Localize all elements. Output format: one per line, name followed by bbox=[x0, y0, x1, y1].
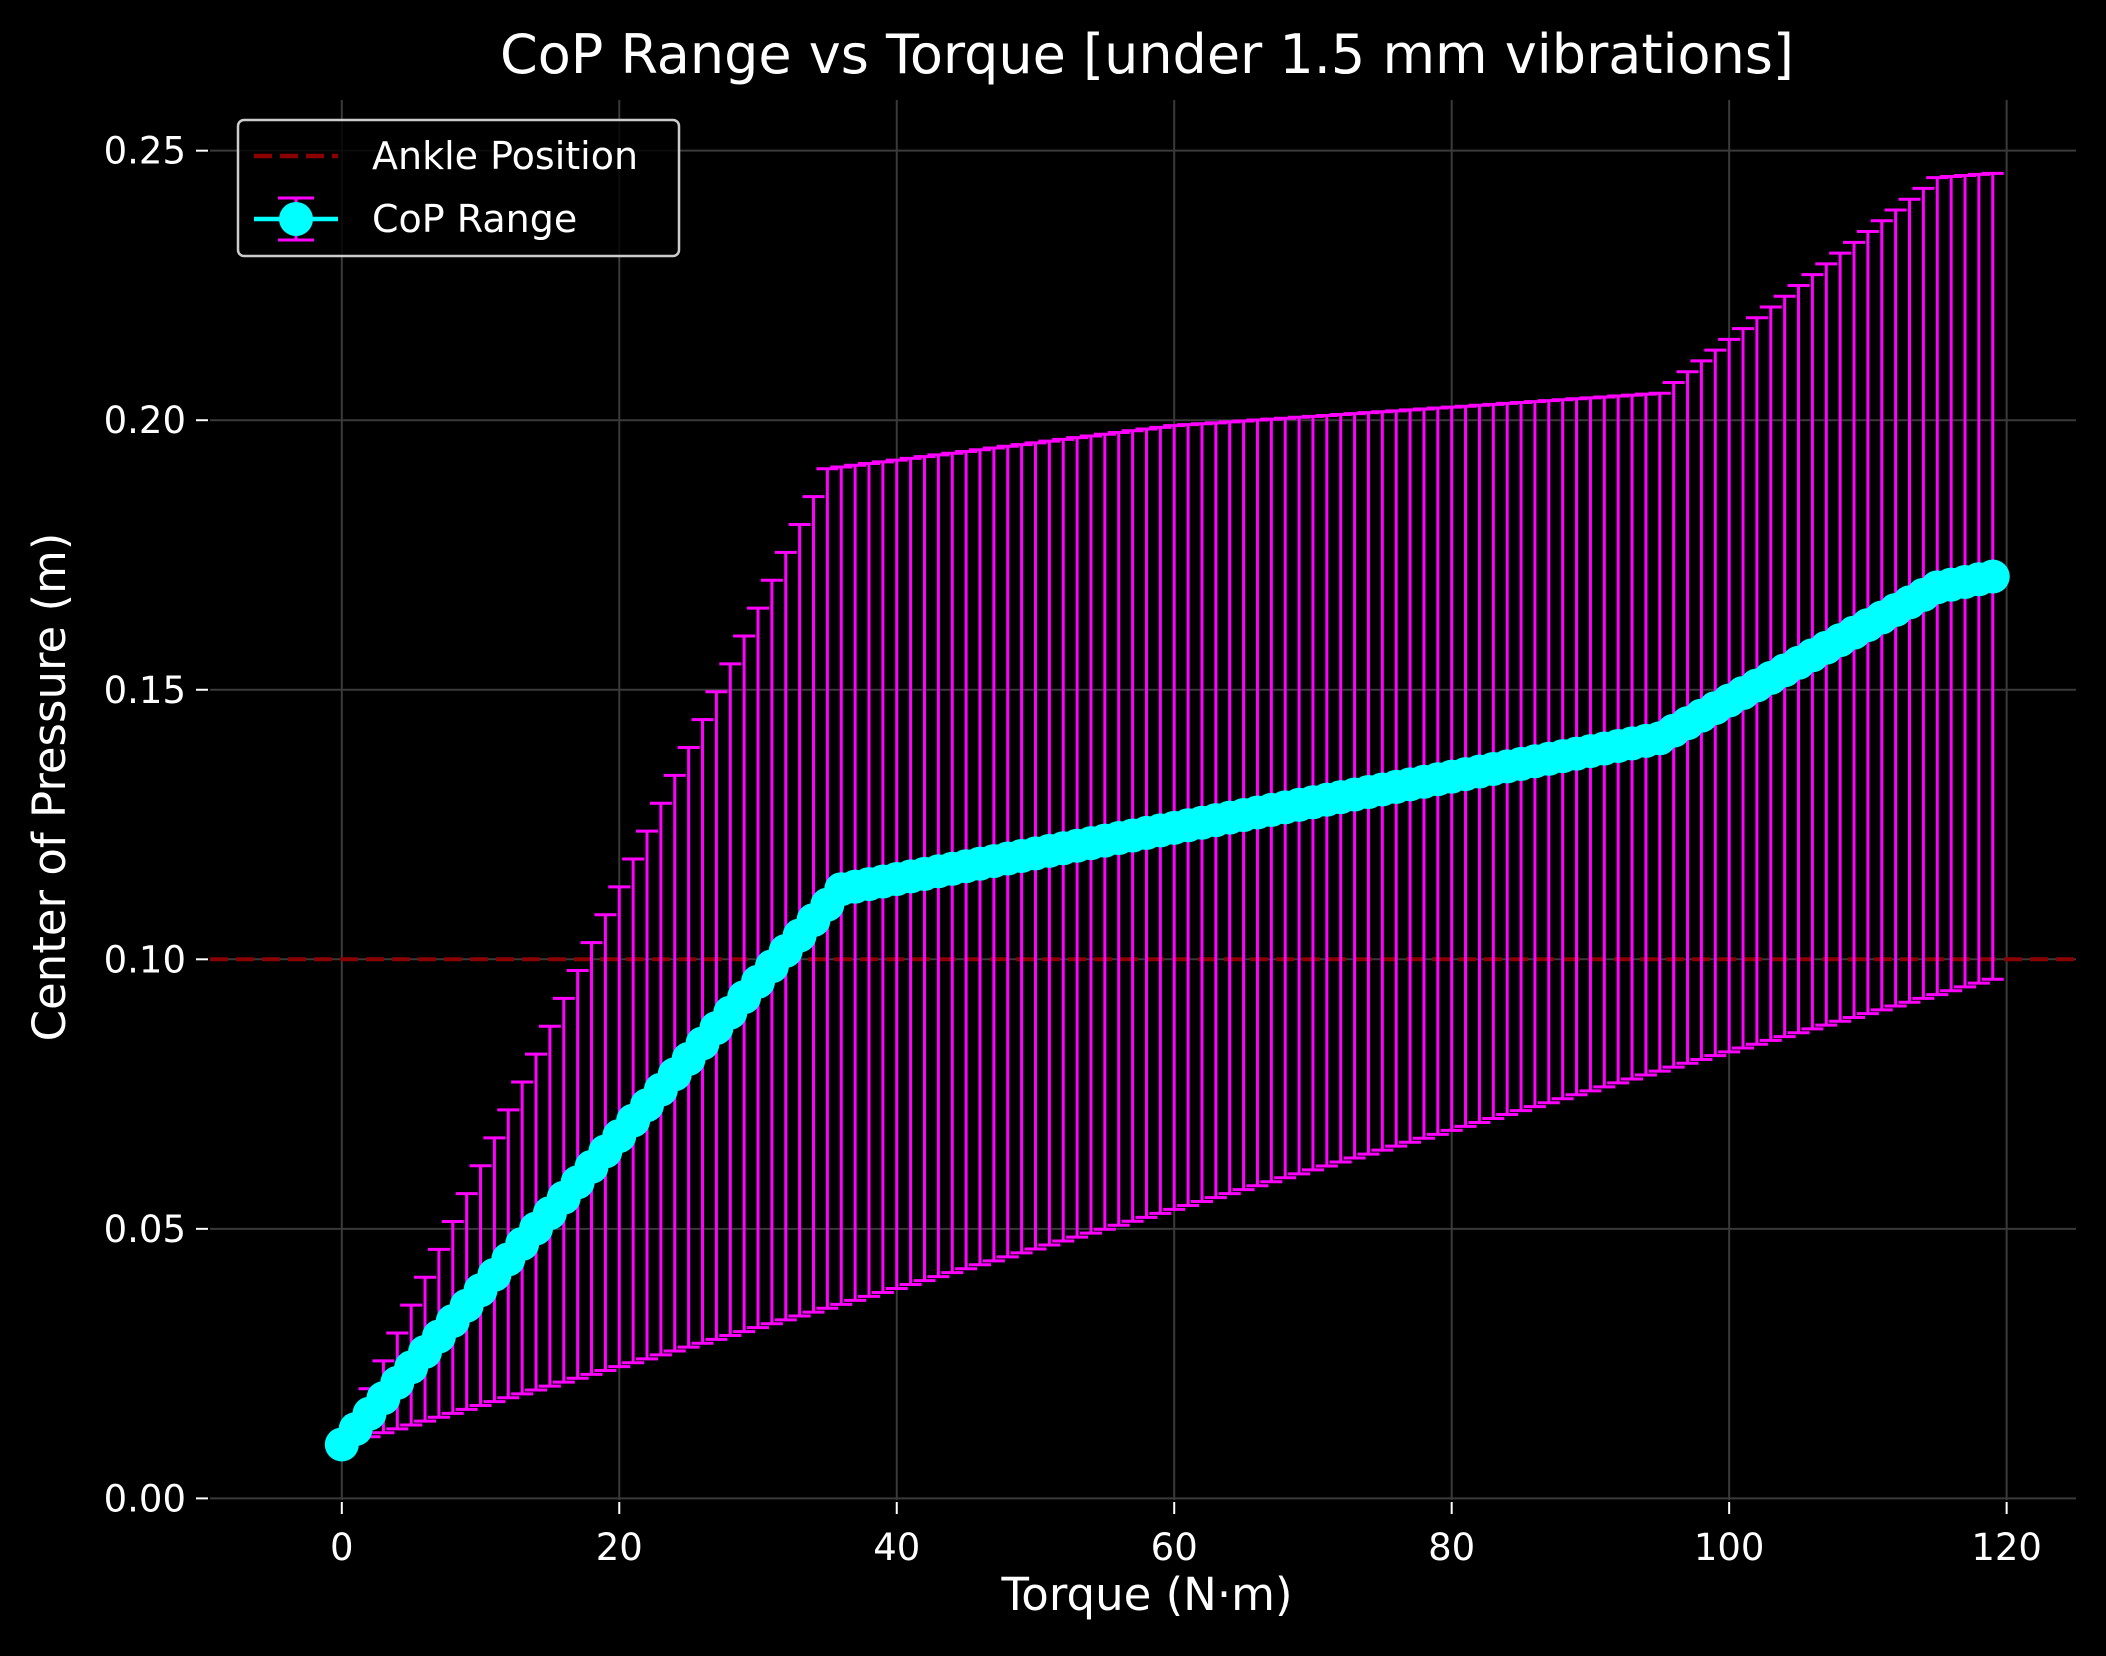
x-tick-label: 0 bbox=[330, 1526, 354, 1569]
x-tick-label: 120 bbox=[1971, 1526, 2042, 1569]
y-tick-label: 0.05 bbox=[104, 1208, 186, 1251]
y-tick-label: 0.25 bbox=[104, 130, 186, 173]
axis-ticks: 0 20 40 60 80 100 120 0.00 0.05 0.10 0.15 0.20 0.25 bbox=[104, 130, 2042, 1569]
legend: Ankle Position CoP Range bbox=[236, 118, 681, 258]
x-tick-label: 20 bbox=[596, 1526, 643, 1569]
cop-range-markers bbox=[324, 559, 2010, 1462]
legend-cop-marker-swatch bbox=[279, 202, 313, 236]
y-tick-label: 0.15 bbox=[104, 669, 186, 712]
y-tick-label: 0.00 bbox=[104, 1477, 186, 1520]
x-tick-label: 100 bbox=[1694, 1526, 1765, 1569]
x-axis-label: Torque (N·m) bbox=[1000, 1568, 1292, 1621]
x-tick-label: 60 bbox=[1151, 1526, 1198, 1569]
legend-cop-label: CoP Range bbox=[372, 197, 577, 241]
chart-title: CoP Range vs Torque [under 1.5 mm vibrat… bbox=[500, 23, 1794, 86]
y-tick-label: 0.20 bbox=[104, 399, 186, 442]
legend-frame bbox=[236, 118, 681, 258]
x-tick-label: 40 bbox=[873, 1526, 920, 1569]
legend-ankle-label: Ankle Position bbox=[372, 134, 638, 178]
y-axis-label: Center of Pressure (m) bbox=[23, 533, 76, 1042]
cop-marker bbox=[1975, 559, 2010, 594]
y-tick-label: 0.10 bbox=[104, 938, 186, 981]
x-tick-label: 80 bbox=[1428, 1526, 1475, 1569]
